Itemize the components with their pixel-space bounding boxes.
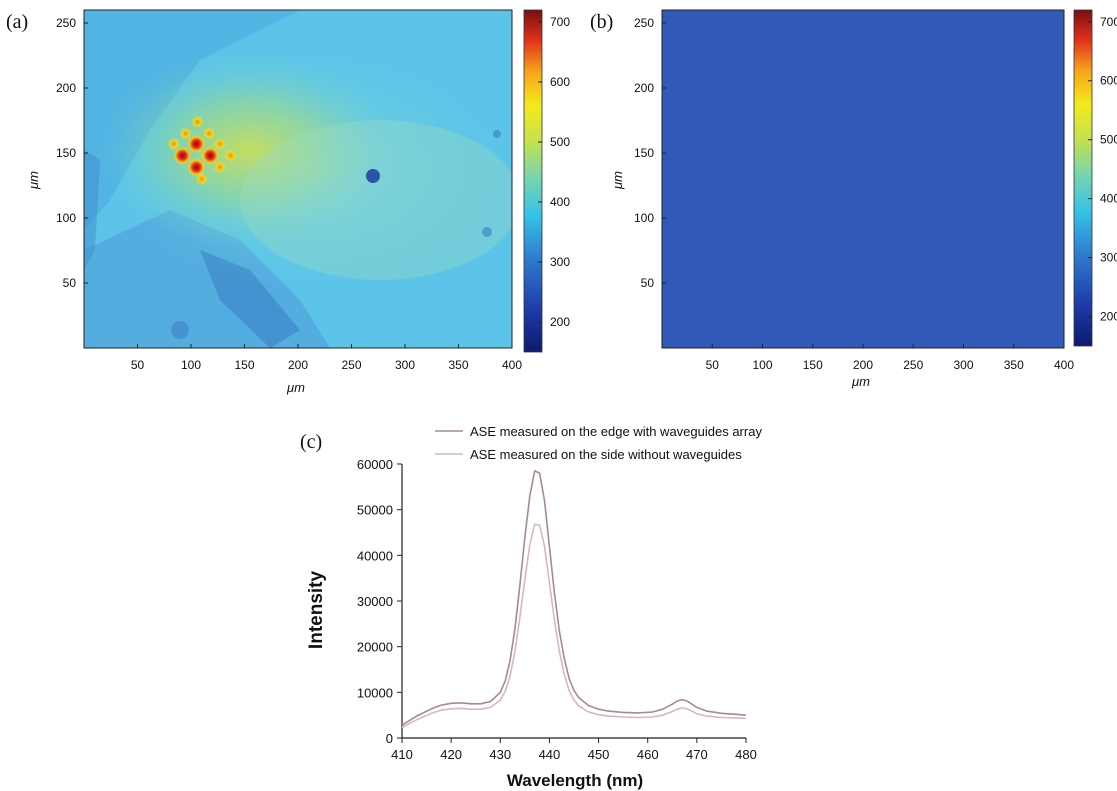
colorbar-tick-label: 700 xyxy=(550,15,570,29)
heat-spot xyxy=(213,161,226,174)
colorbar-tick-label: 200 xyxy=(1100,310,1117,324)
heatmap-b: 50 100 150 200 250 300 350 400 50 100 150 200 250 xyxy=(634,9,1074,372)
x-tick-label: 50 xyxy=(706,358,720,372)
heatmap-a-spots xyxy=(167,115,237,185)
heat-spot xyxy=(173,146,192,165)
colorbar-tick-label: 500 xyxy=(1100,133,1117,147)
colorbar-tick-label: 600 xyxy=(1100,74,1117,88)
colorbar-tick-label: 500 xyxy=(550,135,570,149)
x-tick-label: 250 xyxy=(903,358,923,372)
heat-spot xyxy=(195,173,208,185)
x-tick-label: 300 xyxy=(953,358,973,372)
y-tick-label: 200 xyxy=(634,81,654,95)
panel-c-label: (c) xyxy=(300,431,322,453)
line-chart-series xyxy=(401,470,747,729)
colorbar-tick-label: 300 xyxy=(550,255,570,269)
y-tick-label: 150 xyxy=(634,146,654,160)
line-chart-axes: 0 10000 20000 30000 40000 50000 60000 410 420 430… xyxy=(357,457,757,762)
y-tick-label: 250 xyxy=(634,16,654,30)
x-tick-label: 300 xyxy=(395,358,415,372)
y-tick-label: 200 xyxy=(56,81,76,95)
x-tick-label: 250 xyxy=(341,358,361,372)
colorbar-b: 200 300 400 500 600 700 xyxy=(1073,9,1117,347)
heatmap-a: 50 100 150 200 250 300 350 400 50 100 150 200 250 xyxy=(56,9,522,372)
heat-spot xyxy=(224,149,237,162)
heat-spot xyxy=(203,127,216,140)
x-tick-label: 350 xyxy=(448,358,468,372)
x-tick-label: 450 xyxy=(588,747,610,762)
x-tick-label: 100 xyxy=(752,358,772,372)
heatmap-b-field xyxy=(662,10,1064,348)
y-tick-label: 100 xyxy=(56,211,76,225)
y-tick-label: 50 xyxy=(641,276,655,290)
colorbar-b-ticks: 200 300 400 500 600 700 xyxy=(1088,15,1117,324)
legend-label-side: ASE measured on the side without wavegui… xyxy=(470,447,742,462)
y-tick-label: 10000 xyxy=(357,685,393,700)
y-tick-label: 100 xyxy=(634,211,654,225)
y-tick-label: 150 xyxy=(56,146,76,160)
line-chart-xlabel: Wavelength (nm) xyxy=(507,771,643,790)
x-tick-label: 480 xyxy=(735,747,757,762)
x-tick-label: 400 xyxy=(1054,358,1074,372)
heatmap-a-xlabel: μm xyxy=(286,380,305,395)
heatmap-a-axes: 50 100 150 200 250 300 350 400 50 100 150 200 250 xyxy=(56,16,522,372)
heat-spot xyxy=(167,137,180,150)
x-tick-label: 440 xyxy=(539,747,561,762)
series-line-side xyxy=(401,523,747,729)
x-tick-label: 200 xyxy=(853,358,873,372)
x-tick-label: 470 xyxy=(686,747,708,762)
y-tick-label: 50000 xyxy=(357,503,393,518)
colorbar-tick-label: 700 xyxy=(1100,15,1117,29)
x-tick-label: 50 xyxy=(131,358,145,372)
y-tick-label: 50 xyxy=(63,276,77,290)
x-tick-label: 400 xyxy=(502,358,522,372)
panel-a-label: (a) xyxy=(6,11,28,33)
x-tick-label: 460 xyxy=(637,747,659,762)
colorbar-a: 200 300 400 500 600 700 xyxy=(523,9,570,353)
panel-b-label: (b) xyxy=(590,11,613,33)
x-tick-label: 430 xyxy=(489,747,511,762)
colorbar-tick-label: 400 xyxy=(550,195,570,209)
heatmap-b-axes: 50 100 150 200 250 300 350 400 50 100 150 200 250 xyxy=(634,16,1074,372)
heat-spot xyxy=(191,115,204,128)
line-chart-legend: ASE measured on the edge with waveguides… xyxy=(435,424,762,462)
colorbar-tick-label: 200 xyxy=(550,315,570,329)
line-chart-ylabel: Intensity xyxy=(306,571,327,650)
x-tick-label: 150 xyxy=(803,358,823,372)
x-tick-label: 150 xyxy=(234,358,254,372)
heatmap-a-ylabel: μm xyxy=(26,171,41,190)
y-tick-label: 250 xyxy=(56,16,76,30)
colorbar-a-ticks: 200 300 400 500 600 700 xyxy=(538,15,570,329)
y-tick-label: 40000 xyxy=(357,548,393,563)
colorbar-tick-label: 400 xyxy=(1100,192,1117,206)
line-chart: 0 10000 20000 30000 40000 50000 60000 410 420 430… xyxy=(357,457,757,762)
x-tick-label: 350 xyxy=(1004,358,1024,372)
x-tick-label: 420 xyxy=(440,747,462,762)
colorbar-tick-label: 600 xyxy=(550,75,570,89)
heatmap-b-ylabel: μm xyxy=(610,171,625,190)
legend-label-edge: ASE measured on the edge with waveguides… xyxy=(470,424,762,439)
heat-spot xyxy=(213,137,226,150)
heat-spot xyxy=(187,134,206,153)
colorbar-tick-label: 300 xyxy=(1100,251,1117,265)
series-line-edge xyxy=(401,470,747,726)
heat-spot xyxy=(201,146,220,165)
x-tick-label: 100 xyxy=(181,358,201,372)
heat-spot xyxy=(187,158,206,177)
y-tick-label: 20000 xyxy=(357,640,393,655)
y-tick-label: 0 xyxy=(386,731,393,746)
heatmap-b-xlabel: μm xyxy=(851,374,870,389)
x-tick-label: 200 xyxy=(288,358,308,372)
y-tick-label: 60000 xyxy=(357,457,393,472)
x-tick-label: 410 xyxy=(391,747,413,762)
y-tick-label: 30000 xyxy=(357,594,393,609)
heatmap-a-field xyxy=(84,10,512,348)
heat-spot xyxy=(179,127,192,140)
